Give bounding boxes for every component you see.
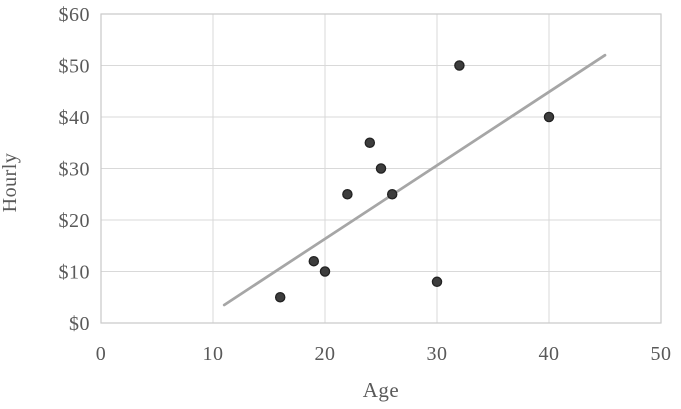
plot-border xyxy=(100,13,662,324)
trendline xyxy=(222,53,607,307)
x-tick-label: 50 xyxy=(651,343,672,365)
data-point xyxy=(431,276,443,288)
data-point xyxy=(375,163,387,174)
data-point xyxy=(364,137,376,148)
x-tick-label: 40 xyxy=(539,343,560,365)
y-tick-label: $20 xyxy=(59,210,91,232)
data-point xyxy=(543,111,555,123)
x-tick-label: 0 xyxy=(96,343,107,365)
data-points xyxy=(274,60,555,303)
x-axis-title: Age xyxy=(363,378,400,402)
x-tick-labels: 0 10 20 30 40 50 xyxy=(96,343,672,365)
y-tick-label: $40 xyxy=(59,107,91,129)
y-axis-title: Hourly xyxy=(0,153,21,213)
x-tick-label: 30 xyxy=(427,343,448,365)
y-tick-label: $30 xyxy=(59,159,91,181)
x-tick-label: 20 xyxy=(315,343,336,365)
data-point xyxy=(454,60,465,71)
y-tick-label: $60 xyxy=(59,4,91,26)
y-tick-label: $10 xyxy=(59,262,91,284)
data-point xyxy=(342,188,353,200)
data-point xyxy=(386,188,398,200)
y-tick-labels: $0 $10 $20 $30 $40 $50 $60 xyxy=(59,4,91,335)
y-tick-label: $0 xyxy=(69,313,90,335)
data-point xyxy=(319,266,331,277)
y-tick-label: $50 xyxy=(59,56,91,78)
x-tick-label: 10 xyxy=(203,343,224,365)
data-point xyxy=(274,291,286,303)
data-point xyxy=(308,255,320,267)
